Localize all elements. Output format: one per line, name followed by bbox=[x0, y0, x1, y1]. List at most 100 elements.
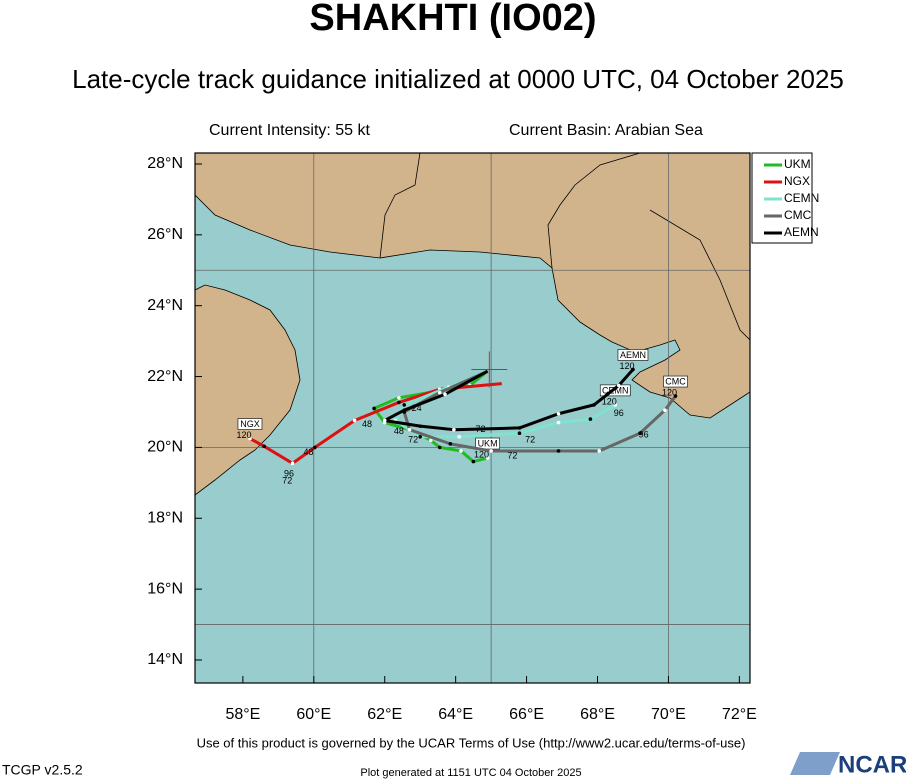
track-point bbox=[613, 403, 618, 407]
end-hour: 120 bbox=[662, 387, 677, 397]
y-tick-label: 20°N bbox=[147, 439, 183, 456]
x-tick-label: 58°E bbox=[225, 706, 260, 723]
hour-label: 96 bbox=[614, 408, 624, 418]
logo-mark bbox=[790, 752, 840, 775]
end-name: UKM bbox=[478, 438, 498, 448]
end-box bbox=[617, 349, 649, 361]
border bbox=[379, 153, 421, 259]
border bbox=[547, 153, 641, 269]
hour-label: 96 bbox=[284, 468, 294, 478]
track-point bbox=[452, 427, 456, 432]
track-point bbox=[407, 427, 412, 432]
track-point bbox=[397, 400, 401, 405]
track-point bbox=[673, 394, 678, 398]
track-point bbox=[663, 408, 667, 413]
track-point bbox=[429, 438, 433, 443]
track-point bbox=[616, 383, 621, 388]
hour-label: 24 bbox=[412, 403, 422, 413]
logo-text: NCAR bbox=[838, 751, 906, 778]
track-point bbox=[588, 417, 593, 421]
generated: Plot generated at 1151 UTC 04 October 20… bbox=[360, 767, 581, 779]
track-point bbox=[471, 459, 476, 464]
x-tick-label: 64°E bbox=[438, 706, 473, 723]
intensity: Current Intensity: 55 kt bbox=[209, 122, 371, 139]
track-point bbox=[418, 424, 422, 428]
hour-label: 72 bbox=[282, 475, 292, 485]
track-point bbox=[418, 434, 422, 439]
frame bbox=[194, 152, 751, 684]
track-point bbox=[517, 431, 522, 436]
legend-label: AEMN bbox=[784, 225, 819, 239]
end-name: AEMN bbox=[620, 350, 646, 360]
hour-label: 48 bbox=[303, 447, 313, 457]
x-tick-label: 72°E bbox=[722, 706, 757, 723]
chart-subtitle: Late-cycle track guidance initialized at… bbox=[72, 64, 844, 94]
track-point bbox=[556, 411, 561, 416]
y-tick-label: 24°N bbox=[147, 297, 183, 314]
end-hour: 120 bbox=[236, 430, 251, 440]
x-tick-label: 60°E bbox=[296, 706, 331, 723]
legend-label: NGX bbox=[784, 174, 810, 188]
hour-label: 48 bbox=[362, 419, 372, 429]
track-point bbox=[313, 445, 317, 450]
end-name: NGX bbox=[240, 419, 260, 429]
legend-label: CEMN bbox=[784, 191, 819, 205]
logo: NCAR bbox=[790, 751, 906, 778]
x-tick-label: 70°E bbox=[651, 706, 686, 723]
track bbox=[249, 382, 502, 465]
legend-label: CMC bbox=[784, 208, 812, 222]
track-point bbox=[443, 392, 447, 397]
border bbox=[649, 209, 750, 341]
y-tick-label: 14°N bbox=[147, 651, 183, 668]
end-hour: 120 bbox=[602, 396, 617, 406]
track-point bbox=[485, 456, 490, 460]
hour-label: 72 bbox=[525, 435, 535, 445]
hour-label: 72 bbox=[475, 424, 485, 434]
track-point bbox=[556, 420, 561, 425]
y-tick-label: 28°N bbox=[147, 155, 183, 172]
x-tick-label: 68°E bbox=[580, 706, 615, 723]
end-box bbox=[663, 375, 688, 388]
track-point bbox=[597, 449, 602, 453]
track-point bbox=[459, 449, 463, 453]
track-point bbox=[592, 403, 596, 407]
track-point bbox=[448, 442, 453, 446]
x-tick-label: 62°E bbox=[367, 706, 402, 723]
track-point bbox=[457, 434, 462, 439]
track-point bbox=[556, 449, 561, 453]
track bbox=[393, 369, 616, 439]
hour-label: 72 bbox=[408, 435, 418, 445]
hour-label: 72 bbox=[507, 451, 517, 461]
track-point bbox=[248, 436, 252, 441]
end-box bbox=[237, 418, 263, 430]
y-tick-label: 16°N bbox=[147, 580, 183, 597]
track-point bbox=[437, 445, 442, 450]
version: TCGP v2.5.2 bbox=[2, 762, 83, 778]
end-box bbox=[599, 384, 631, 397]
plot: UKM120NGX120CEMN120CMC120AEMN12048967248… bbox=[195, 153, 750, 683]
track-point bbox=[402, 408, 407, 413]
end-name: CMC bbox=[665, 376, 686, 386]
track-point bbox=[262, 444, 266, 449]
y-tick-label: 18°N bbox=[147, 509, 183, 526]
hour-label: 48 bbox=[394, 426, 404, 436]
end-name: CEMN bbox=[602, 385, 629, 395]
track-point bbox=[352, 418, 357, 423]
y-tick-label: 26°N bbox=[147, 226, 183, 243]
track-point bbox=[382, 418, 387, 423]
y-tick-label: 22°N bbox=[147, 368, 183, 385]
basin: Current Basin: Arabian Sea bbox=[509, 122, 703, 139]
hour-label: 96 bbox=[639, 429, 649, 439]
sea bbox=[195, 194, 750, 683]
track-point bbox=[638, 431, 642, 436]
legend-label: UKM bbox=[784, 157, 811, 171]
x-tick-label: 66°E bbox=[509, 706, 544, 723]
chart-title: SHAKHTI (IO02) bbox=[309, 0, 596, 39]
footer: Use of this product is governed by the U… bbox=[197, 735, 746, 750]
track-point bbox=[489, 449, 493, 453]
map: UKM120NGX120CEMN120CMC120AEMN12048967248… bbox=[195, 153, 750, 683]
track-point bbox=[372, 406, 376, 411]
track-point bbox=[631, 367, 635, 372]
axes: 58°E 60°E 62°E 64°E 66°E 68°E 70°E 72°E 14°N 16°N… bbox=[147, 155, 819, 723]
